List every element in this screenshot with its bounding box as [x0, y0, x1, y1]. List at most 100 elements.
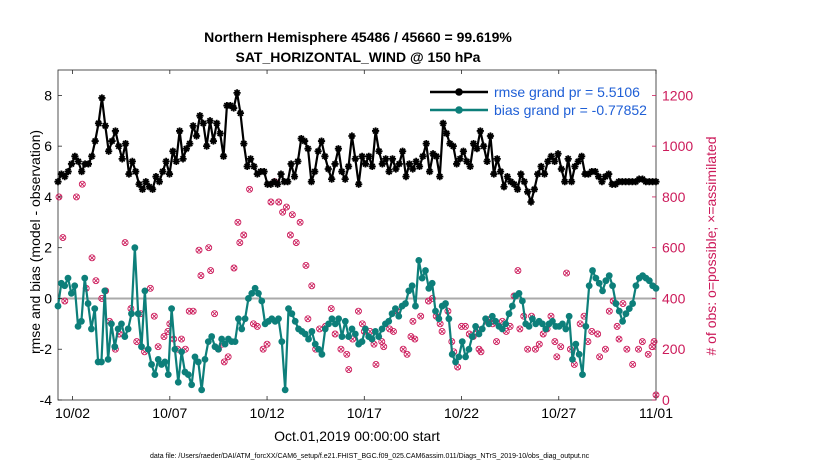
obs-assimilated-point: [60, 235, 66, 241]
bias-point: [134, 310, 142, 318]
obs-assimilated-point: [515, 268, 521, 274]
y-right-tick-label: 400: [662, 290, 686, 306]
bias-point: [201, 355, 209, 363]
y-left-tick-label: -4: [40, 392, 53, 408]
bias-point: [605, 272, 613, 280]
rmse-point: [301, 137, 309, 145]
rmse-point: [547, 152, 555, 160]
bias-point: [442, 300, 449, 307]
obs-assimilated-point: [410, 318, 416, 324]
obs-possible-point: [88, 254, 96, 262]
obs-assimilated-point: [287, 232, 293, 238]
bias-point: [275, 315, 282, 323]
rmse-point: [510, 180, 518, 188]
obs-possible-point: [605, 307, 613, 315]
obs-possible-point: [477, 348, 485, 356]
rmse-point: [57, 170, 65, 178]
obs-possible-point: [224, 353, 232, 361]
rmse-point: [155, 178, 163, 186]
rmse-point: [125, 170, 133, 178]
rmse-point: [544, 157, 552, 165]
bias-point: [412, 302, 419, 310]
rmse-point: [145, 183, 153, 191]
rmse-point: [290, 173, 299, 181]
rmse-point: [216, 129, 224, 138]
obs-possible-point: [345, 366, 353, 373]
bias-point: [432, 307, 439, 315]
obs-assimilated-point: [254, 323, 260, 329]
rmse-point: [135, 180, 143, 188]
bias-series-layer: [54, 244, 660, 394]
bias-point: [595, 279, 603, 287]
rmse-point: [233, 89, 241, 97]
bias-point: [301, 330, 309, 338]
bias-point: [525, 322, 533, 330]
bias-point: [348, 325, 356, 333]
bias-point: [138, 343, 145, 351]
obs-assimilated-point: [355, 308, 361, 314]
bias-point: [141, 287, 149, 295]
obs-assimilated-point: [379, 339, 385, 345]
rmse-point: [486, 132, 495, 140]
bias-point: [405, 287, 413, 295]
rmse-point: [496, 167, 505, 176]
obs-assimilated-point: [161, 334, 167, 340]
rmse-point: [270, 178, 278, 186]
rmse-point: [490, 170, 498, 178]
rmse-point: [240, 140, 248, 148]
rmse-point: [78, 167, 86, 176]
bias-point: [238, 325, 246, 333]
bias-point: [118, 320, 125, 328]
bias-point: [154, 355, 162, 363]
rmse-point: [365, 152, 373, 160]
y-right-tick-label: 0: [662, 392, 670, 408]
rmse-point: [98, 94, 106, 102]
bias-point: [318, 350, 326, 358]
y-left-tick-label: 6: [44, 138, 52, 154]
rmse-point: [382, 155, 390, 163]
obs-assimilated-point: [235, 219, 241, 225]
rmse-point: [524, 188, 532, 196]
obs-possible-point: [629, 361, 637, 368]
obs-possible-point: [240, 231, 248, 239]
obs-assimilated-point: [212, 311, 218, 317]
y-axis-label-right: # of obs: o=possible; ×=assimilated: [703, 136, 719, 355]
rmse-point: [483, 157, 491, 165]
rmse-point: [192, 132, 201, 140]
rmse-point: [88, 152, 96, 160]
bias-point: [184, 371, 192, 379]
obs-possible-point: [308, 282, 316, 290]
bias-point: [579, 371, 586, 379]
chart-title-line2: SAT_HORIZONTAL_WIND @ 150 hPa: [236, 49, 481, 65]
legend-bias-marker: [455, 106, 463, 114]
obs-possible-point: [279, 208, 287, 216]
obs-assimilated-point: [624, 346, 630, 352]
rmse-point: [463, 157, 471, 165]
rmse-point: [385, 167, 393, 176]
rmse-point: [591, 167, 599, 176]
obs-possible-point: [292, 239, 300, 247]
rmse-point: [551, 157, 559, 165]
legend-bias-label: bias grand pr = -0.77852: [494, 102, 647, 118]
rmse-point: [632, 178, 640, 186]
obs-possible-point: [154, 343, 162, 351]
rmse-point: [189, 122, 197, 130]
rmse-point: [409, 165, 417, 173]
rmse-point: [402, 173, 410, 181]
rmse-point: [520, 178, 528, 186]
x-tick-label: 10/07: [152, 405, 187, 421]
rmse-point: [348, 132, 356, 140]
obs-assimilated-point: [260, 346, 266, 352]
obs-assimilated-point: [540, 331, 546, 337]
rmse-point: [567, 178, 576, 186]
rmse-point: [54, 178, 62, 186]
bias-point: [435, 315, 443, 323]
bias-point: [178, 348, 186, 356]
rmse-point: [331, 160, 339, 168]
obs-possible-point: [59, 234, 67, 241]
obs-assimilated-point: [328, 306, 334, 312]
bias-point: [418, 274, 426, 282]
rmse-point: [530, 185, 538, 193]
rmse-point: [226, 101, 234, 110]
rmse-point: [267, 180, 275, 188]
